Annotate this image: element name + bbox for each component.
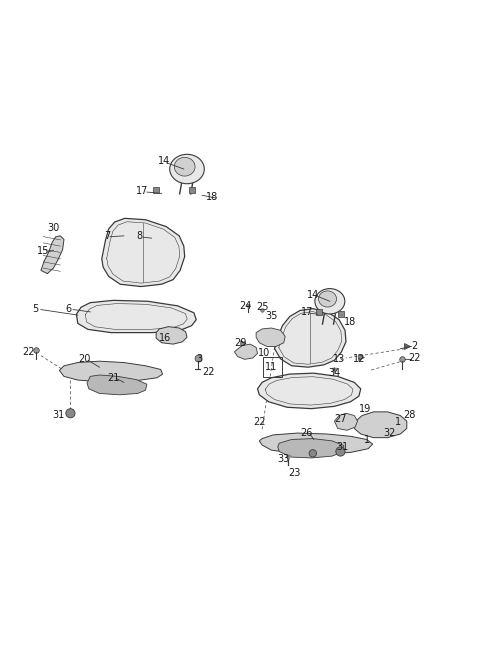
- Text: 34: 34: [328, 368, 341, 378]
- Text: 22: 22: [22, 347, 34, 357]
- Text: 18: 18: [344, 318, 356, 327]
- Text: 35: 35: [265, 312, 277, 321]
- Text: 23: 23: [288, 468, 300, 478]
- Text: 21: 21: [107, 373, 120, 382]
- Polygon shape: [335, 413, 358, 430]
- Text: 13: 13: [333, 354, 345, 364]
- Text: 17: 17: [136, 186, 148, 195]
- Text: 14: 14: [158, 156, 170, 166]
- Text: 10: 10: [258, 348, 270, 358]
- Text: 30: 30: [47, 222, 60, 232]
- Text: 16: 16: [159, 333, 171, 343]
- Polygon shape: [278, 439, 344, 458]
- Polygon shape: [41, 236, 64, 274]
- Polygon shape: [234, 344, 257, 359]
- Text: 8: 8: [136, 231, 143, 241]
- Text: 27: 27: [334, 414, 347, 424]
- Text: 22: 22: [203, 367, 215, 377]
- Text: 3: 3: [196, 354, 203, 364]
- Text: 26: 26: [300, 428, 313, 438]
- Text: 5: 5: [32, 304, 38, 314]
- Polygon shape: [156, 327, 187, 344]
- Text: 1: 1: [364, 434, 370, 445]
- Circle shape: [336, 447, 345, 456]
- Polygon shape: [87, 375, 147, 395]
- Text: 18: 18: [206, 192, 218, 201]
- Text: 6: 6: [65, 304, 72, 314]
- Text: 1: 1: [395, 417, 401, 428]
- Polygon shape: [76, 300, 196, 333]
- Text: 29: 29: [234, 338, 246, 348]
- Text: 15: 15: [36, 245, 49, 256]
- Text: 24: 24: [240, 301, 252, 311]
- Text: 33: 33: [277, 455, 290, 464]
- Text: 32: 32: [384, 428, 396, 438]
- Circle shape: [309, 449, 316, 457]
- Polygon shape: [354, 412, 407, 438]
- Text: 19: 19: [359, 403, 372, 414]
- Text: 31: 31: [336, 442, 348, 452]
- Text: 22: 22: [253, 417, 265, 428]
- Text: 25: 25: [256, 302, 268, 312]
- Text: 2: 2: [411, 340, 417, 350]
- Text: 12: 12: [353, 354, 365, 364]
- Text: 11: 11: [265, 362, 277, 372]
- Text: 7: 7: [104, 231, 110, 241]
- Circle shape: [66, 409, 75, 418]
- Text: 14: 14: [307, 290, 319, 300]
- Text: 28: 28: [403, 409, 416, 420]
- Polygon shape: [259, 433, 372, 454]
- Text: 22: 22: [408, 353, 420, 363]
- Ellipse shape: [319, 291, 336, 307]
- Polygon shape: [257, 373, 361, 409]
- Ellipse shape: [170, 154, 204, 184]
- Ellipse shape: [174, 157, 195, 176]
- Text: 20: 20: [78, 354, 90, 364]
- Polygon shape: [275, 308, 346, 367]
- Polygon shape: [60, 361, 163, 382]
- Text: 31: 31: [52, 409, 64, 420]
- Polygon shape: [256, 328, 285, 346]
- Text: 17: 17: [300, 307, 313, 317]
- Ellipse shape: [315, 289, 345, 314]
- Polygon shape: [102, 218, 185, 287]
